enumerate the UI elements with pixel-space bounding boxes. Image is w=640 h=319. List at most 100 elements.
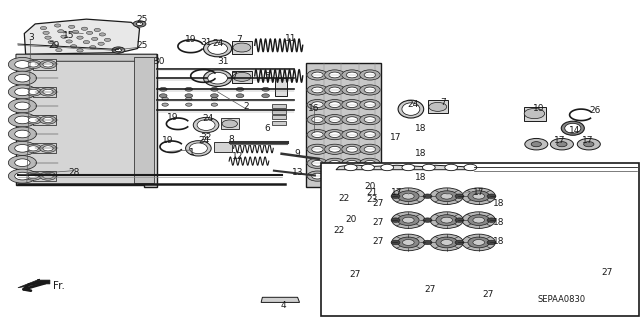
Circle shape <box>222 120 237 128</box>
Circle shape <box>589 256 598 260</box>
Circle shape <box>8 156 36 170</box>
Circle shape <box>579 256 586 260</box>
Circle shape <box>487 218 496 222</box>
Text: 17: 17 <box>473 188 484 197</box>
Bar <box>33 171 56 181</box>
Bar <box>365 188 375 196</box>
Ellipse shape <box>204 70 232 86</box>
Circle shape <box>312 87 323 93</box>
Circle shape <box>312 146 323 152</box>
Circle shape <box>342 144 362 154</box>
Text: 20: 20 <box>345 215 356 224</box>
Circle shape <box>346 117 358 122</box>
Circle shape <box>8 71 36 85</box>
Bar <box>272 115 286 119</box>
Circle shape <box>468 191 490 202</box>
Text: 23: 23 <box>367 195 378 204</box>
Bar <box>365 221 375 229</box>
Circle shape <box>25 116 42 124</box>
Circle shape <box>28 89 38 94</box>
Circle shape <box>397 215 419 226</box>
Circle shape <box>40 26 47 30</box>
Circle shape <box>412 191 420 195</box>
Circle shape <box>211 97 218 100</box>
Circle shape <box>589 191 598 195</box>
Circle shape <box>403 193 414 199</box>
Circle shape <box>262 94 269 98</box>
Circle shape <box>430 188 463 204</box>
Circle shape <box>15 102 30 110</box>
Circle shape <box>473 217 484 223</box>
Circle shape <box>422 164 435 171</box>
Bar <box>365 254 375 262</box>
Circle shape <box>307 115 328 125</box>
Polygon shape <box>16 54 157 61</box>
Circle shape <box>16 61 29 68</box>
Text: 22: 22 <box>339 194 350 203</box>
Circle shape <box>364 117 376 122</box>
Circle shape <box>602 271 607 274</box>
Circle shape <box>8 85 36 99</box>
Circle shape <box>401 256 408 260</box>
Circle shape <box>324 115 345 125</box>
Circle shape <box>324 70 345 80</box>
Circle shape <box>485 189 500 197</box>
Circle shape <box>112 47 125 53</box>
Circle shape <box>104 38 111 41</box>
Text: 9: 9 <box>294 149 300 158</box>
Text: 27: 27 <box>372 199 383 208</box>
Circle shape <box>392 188 425 204</box>
Text: 24: 24 <box>202 114 214 123</box>
Text: 31: 31 <box>200 38 212 47</box>
Circle shape <box>360 130 380 140</box>
Text: 11: 11 <box>285 34 297 43</box>
Ellipse shape <box>561 121 584 135</box>
Circle shape <box>429 102 447 111</box>
Circle shape <box>28 117 38 122</box>
Text: 25: 25 <box>136 41 148 50</box>
Bar <box>428 100 448 113</box>
Circle shape <box>500 256 509 260</box>
Circle shape <box>436 215 458 226</box>
Text: 18: 18 <box>415 173 427 182</box>
Circle shape <box>211 87 218 91</box>
Circle shape <box>347 258 360 264</box>
Text: SEPAA0830: SEPAA0830 <box>538 295 586 304</box>
Circle shape <box>48 41 54 44</box>
Bar <box>306 63 381 187</box>
Circle shape <box>441 193 452 199</box>
Circle shape <box>8 57 36 71</box>
Circle shape <box>58 30 64 33</box>
Circle shape <box>342 130 362 140</box>
Text: 27: 27 <box>372 237 383 246</box>
Circle shape <box>68 25 75 28</box>
Circle shape <box>25 144 42 152</box>
Bar <box>275 78 287 96</box>
Circle shape <box>16 160 29 166</box>
Circle shape <box>342 85 362 95</box>
Circle shape <box>99 33 106 36</box>
Circle shape <box>115 48 122 52</box>
Circle shape <box>329 117 340 122</box>
Text: Fr.: Fr. <box>53 281 65 292</box>
Circle shape <box>312 102 323 108</box>
Ellipse shape <box>564 123 581 133</box>
Bar <box>469 253 501 263</box>
Circle shape <box>40 60 56 69</box>
Text: 5: 5 <box>265 72 270 81</box>
Circle shape <box>43 174 53 179</box>
Text: 31: 31 <box>217 57 228 66</box>
Circle shape <box>364 173 376 179</box>
Circle shape <box>8 99 36 113</box>
Circle shape <box>346 173 358 179</box>
Circle shape <box>15 130 30 138</box>
Circle shape <box>489 191 497 195</box>
Circle shape <box>236 87 244 91</box>
Circle shape <box>426 286 431 289</box>
Circle shape <box>468 237 490 248</box>
Circle shape <box>455 194 464 198</box>
Circle shape <box>329 72 340 78</box>
Circle shape <box>360 144 380 154</box>
Circle shape <box>360 85 380 95</box>
Circle shape <box>40 144 56 152</box>
